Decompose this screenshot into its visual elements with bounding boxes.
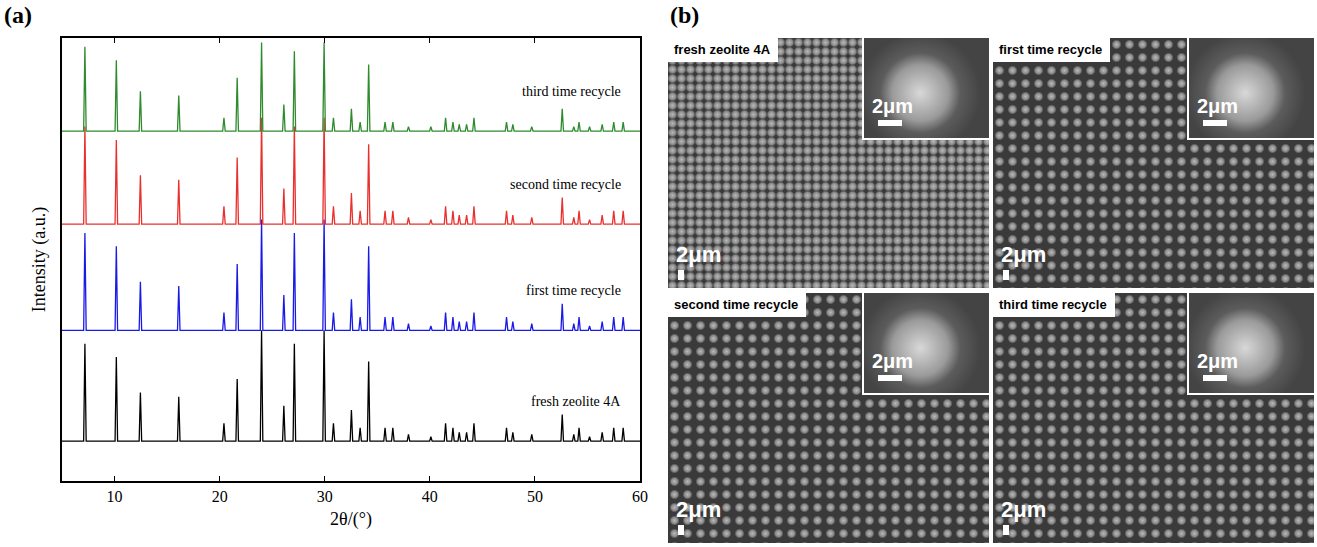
html-text:2μm: 2μm (1197, 350, 1239, 372)
html-text:(b): (b) (670, 2, 700, 28)
svg-text:first time recycle: first time recycle (526, 283, 621, 298)
svg-text:third time recycle: third time recycle (522, 84, 621, 99)
html-text:fresh zeolite 4A: fresh zeolite 4A (674, 42, 771, 57)
html-text:second time recycle: second time recycle (674, 297, 799, 312)
svg-text:second time recycle: second time recycle (510, 177, 621, 192)
html-text:2μm: 2μm (676, 242, 722, 267)
svg-text:10: 10 (107, 488, 123, 505)
html-text:third time recycle: third time recycle (999, 297, 1107, 312)
html-text:2μm: 2μm (872, 350, 914, 372)
html-text:2μm: 2μm (872, 95, 914, 117)
html-text:(a): (a) (4, 2, 32, 28)
html-text:2μm: 2μm (1001, 242, 1047, 267)
svg-text:20: 20 (212, 488, 228, 505)
svg-text:fresh zeolite 4A: fresh zeolite 4A (531, 394, 621, 409)
svg-text:30: 30 (317, 488, 333, 505)
svg-text:2θ/(°): 2θ/(°) (330, 509, 372, 530)
html-text:2μm: 2μm (1001, 497, 1047, 522)
html-text:first time recycle: first time recycle (999, 42, 1103, 57)
html-text:2μm: 2μm (1197, 95, 1239, 117)
svg-text:40: 40 (422, 488, 438, 505)
svg-text:50: 50 (527, 488, 543, 505)
svg-text:Intensity (a.u.): Intensity (a.u.) (29, 207, 50, 312)
html-text:2μm: 2μm (676, 497, 722, 522)
svg-text:60: 60 (632, 488, 648, 505)
